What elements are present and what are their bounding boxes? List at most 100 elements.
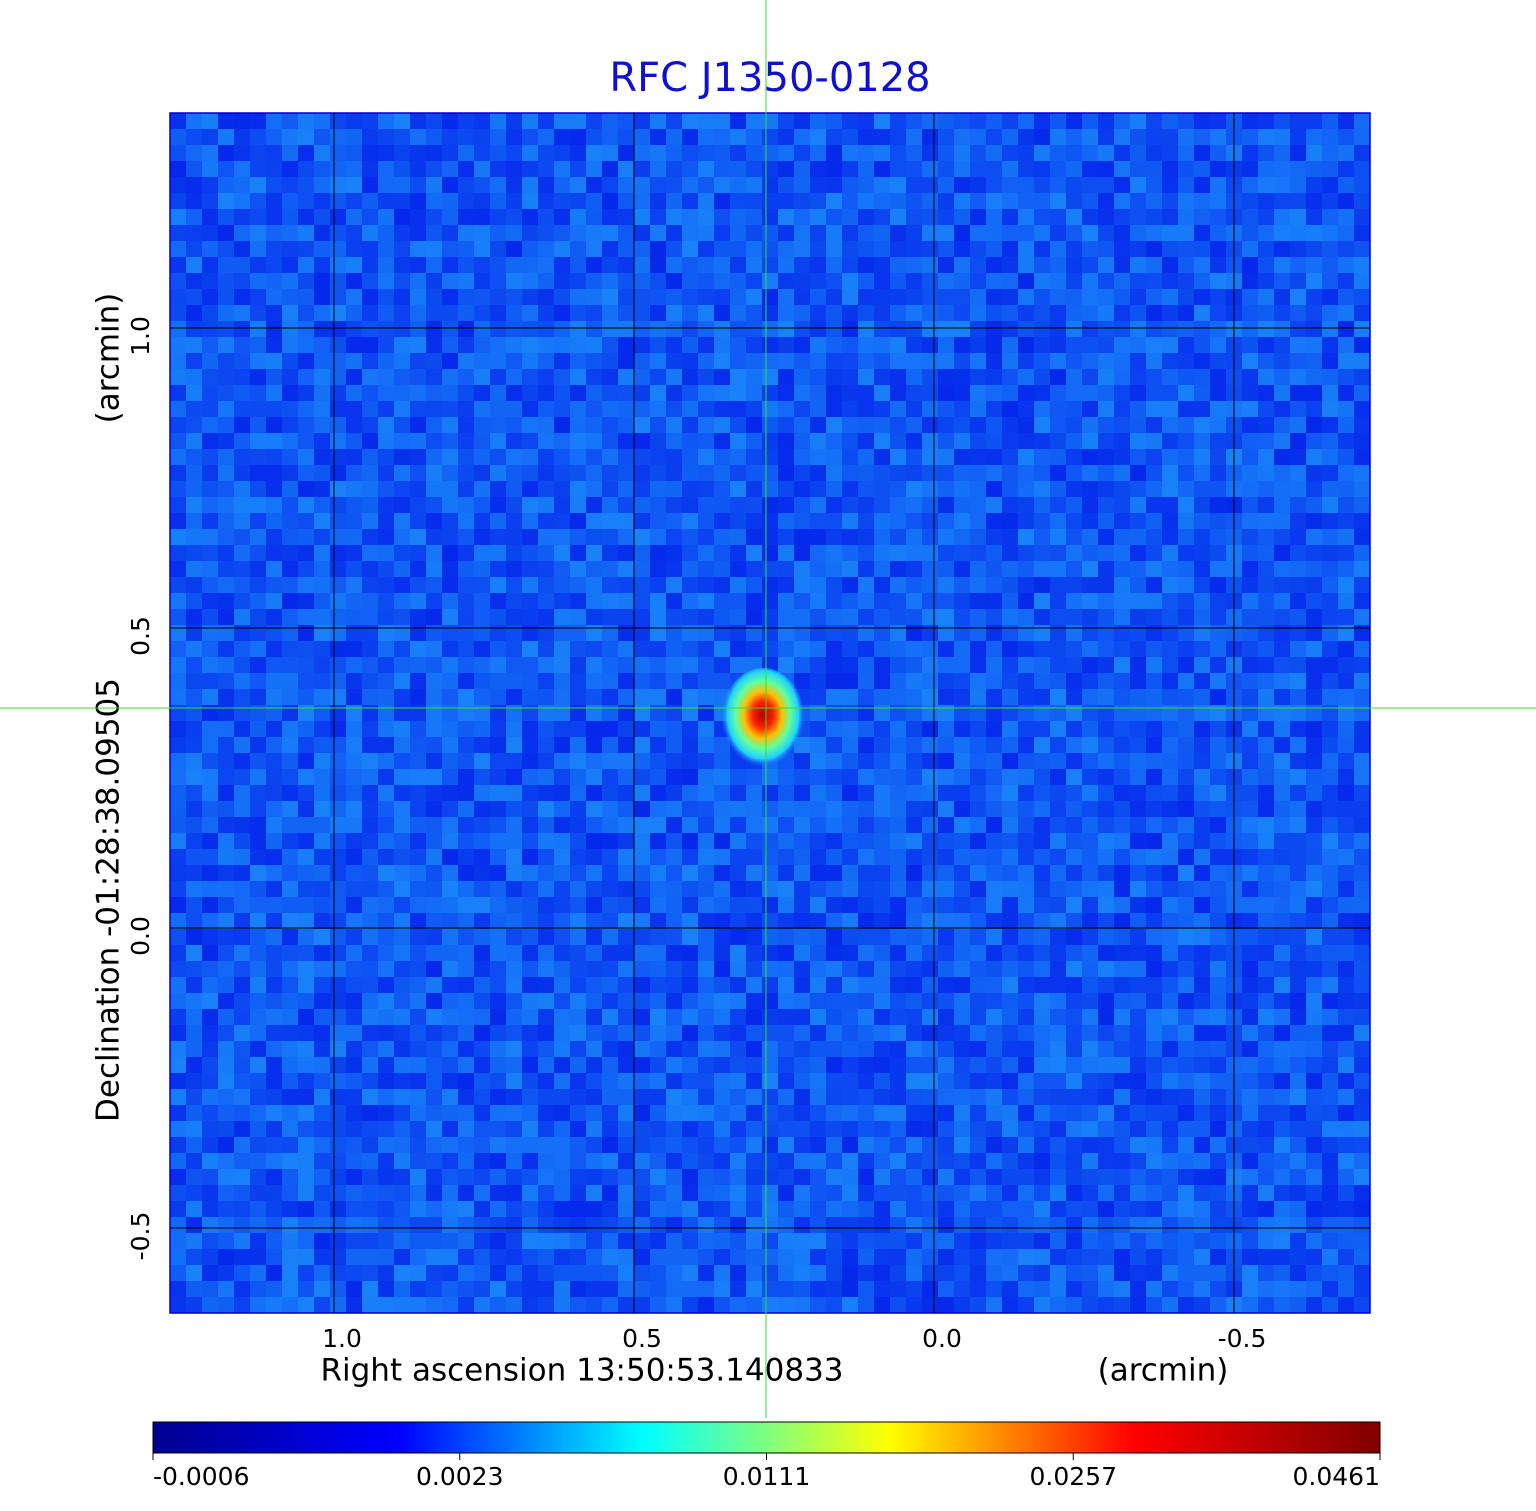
pixel <box>234 289 251 306</box>
pixel <box>1274 1025 1291 1042</box>
pixel <box>890 145 907 162</box>
pixel <box>1114 561 1131 578</box>
pixel <box>474 737 491 754</box>
pixel <box>938 673 955 690</box>
pixel <box>1130 817 1147 834</box>
pixel <box>282 721 299 738</box>
pixel <box>1242 449 1259 466</box>
pixel <box>362 209 379 226</box>
pixel <box>666 161 683 178</box>
pixel <box>218 801 235 818</box>
pixel <box>1210 545 1227 562</box>
pixel <box>522 993 539 1010</box>
pixel <box>1050 177 1067 194</box>
pixel <box>442 1153 459 1170</box>
pixel <box>490 721 507 738</box>
pixel <box>602 433 619 450</box>
pixel <box>1146 561 1163 578</box>
pixel <box>1130 1137 1147 1154</box>
pixel <box>714 193 731 210</box>
pixel <box>602 673 619 690</box>
pixel <box>618 401 635 418</box>
pixel <box>1082 1009 1099 1026</box>
pixel <box>586 369 603 386</box>
pixel <box>650 225 667 242</box>
pixel <box>378 993 395 1010</box>
pixel <box>650 321 667 338</box>
pixel <box>698 1009 715 1026</box>
pixel <box>506 289 523 306</box>
pixel <box>1018 945 1035 962</box>
pixel <box>1114 881 1131 898</box>
pixel <box>1194 225 1211 242</box>
pixel <box>314 369 331 386</box>
pixel <box>1338 785 1355 802</box>
pixel <box>1210 129 1227 146</box>
pixel <box>906 721 923 738</box>
pixel <box>890 177 907 194</box>
pixel <box>874 705 891 722</box>
pixel <box>730 785 747 802</box>
pixel <box>330 1009 347 1026</box>
pixel <box>586 801 603 818</box>
pixel <box>842 113 859 130</box>
pixel <box>858 961 875 978</box>
pixel <box>714 129 731 146</box>
pixel <box>618 337 635 354</box>
pixel <box>618 993 635 1010</box>
pixel <box>394 113 411 130</box>
pixel <box>490 497 507 514</box>
pixel <box>874 1041 891 1058</box>
pixel <box>1098 161 1115 178</box>
pixel <box>538 1089 555 1106</box>
pixel <box>618 1137 635 1154</box>
pixel <box>298 945 315 962</box>
pixel <box>1066 209 1083 226</box>
pixel <box>666 625 683 642</box>
pixel <box>282 913 299 930</box>
pixel <box>346 625 363 642</box>
pixel <box>170 785 187 802</box>
pixel <box>298 737 315 754</box>
pixel <box>250 1073 267 1090</box>
pixel <box>538 945 555 962</box>
pixel <box>714 1105 731 1122</box>
pixel <box>410 193 427 210</box>
pixel <box>1242 705 1259 722</box>
pixel <box>794 1025 811 1042</box>
pixel <box>650 289 667 306</box>
pixel <box>1002 881 1019 898</box>
pixel <box>858 225 875 242</box>
pixel <box>698 721 715 738</box>
pixel <box>506 1057 523 1074</box>
pixel <box>938 449 955 466</box>
pixel <box>826 561 843 578</box>
pixel <box>890 705 907 722</box>
pixel <box>1178 833 1195 850</box>
pixel <box>890 1153 907 1170</box>
pixel <box>970 913 987 930</box>
pixel <box>234 673 251 690</box>
pixel <box>490 369 507 386</box>
pixel <box>922 737 939 754</box>
pixel <box>762 913 779 930</box>
pixel <box>282 129 299 146</box>
pixel <box>1354 241 1371 258</box>
pixel <box>1066 177 1083 194</box>
pixel <box>330 161 347 178</box>
pixel <box>1082 1057 1099 1074</box>
pixel <box>922 1105 939 1122</box>
pixel <box>954 305 971 322</box>
pixel <box>1034 241 1051 258</box>
pixel <box>1066 833 1083 850</box>
pixel <box>1338 1089 1355 1106</box>
pixel <box>810 993 827 1010</box>
pixel <box>554 897 571 914</box>
pixel <box>442 321 459 338</box>
pixel <box>1194 1089 1211 1106</box>
pixel <box>538 881 555 898</box>
pixel <box>922 193 939 210</box>
pixel <box>890 881 907 898</box>
pixel <box>410 305 427 322</box>
pixel <box>506 1121 523 1138</box>
